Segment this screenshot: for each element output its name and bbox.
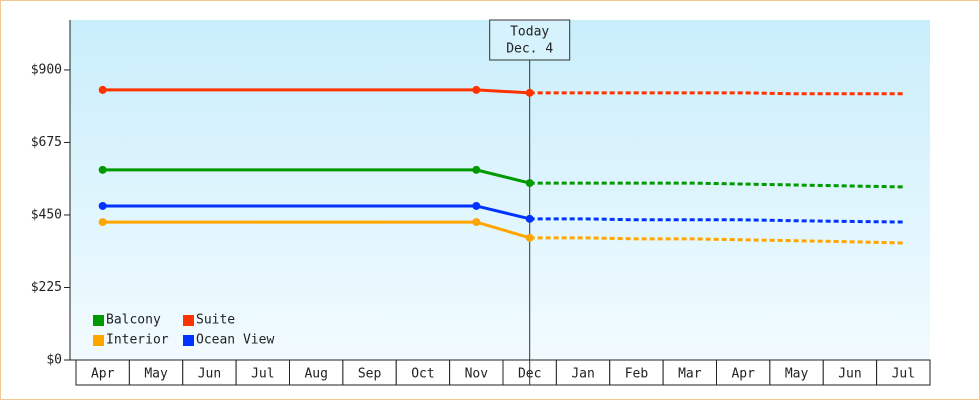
x-tick-label: Aug [304,367,327,382]
y-tick-label: $900 [31,62,62,77]
point [525,214,534,223]
plot-area [70,20,930,360]
x-tick-label: Apr [731,367,755,382]
x-category-box [769,359,824,386]
forecast-line [529,217,904,224]
forecast-line [529,181,904,189]
x-tick-label: May [144,367,168,382]
point [525,88,534,97]
legend-label: Interior [106,333,169,348]
legend-label: Suite [196,313,235,328]
point [525,233,534,242]
forecast-line [529,236,904,245]
x-tick-label: Jun [838,367,861,382]
x-tick-label: Nov [465,367,489,382]
point [472,218,481,227]
x-tick-label: May [785,367,809,382]
y-tick-label: $675 [31,135,62,150]
point [98,201,107,210]
x-category-box [128,359,184,386]
x-tick-label: Jan [571,367,594,382]
x-category-box [182,359,237,386]
x-category-box [876,359,931,386]
point [472,85,481,94]
today-date: Dec. 4 [506,42,553,57]
legend-label: Ocean View [196,333,274,348]
price-line [102,88,530,95]
legend-label: Balcony [106,313,161,328]
point [98,218,107,227]
point [98,165,107,174]
x-tick-label: Sep [358,367,382,382]
x-tick-label: Oct [411,367,434,382]
x-tick-label: Mar [678,367,702,382]
y-tick-label: $225 [31,280,62,295]
price-line [102,220,531,240]
point [525,179,534,188]
point [472,201,481,210]
legend-swatch [183,335,194,346]
legend-swatch [93,315,104,326]
today-label: Today [510,25,549,40]
x-category-box [75,359,130,386]
x-tick-label: Jul [251,367,274,382]
x-tick-label: Feb [625,367,649,382]
price-line [102,204,531,221]
x-tick-label: Jul [892,367,915,382]
x-tick-label: Apr [91,367,115,382]
y-tick-label: $450 [31,207,62,222]
legend-swatch [93,335,104,346]
point [98,85,107,94]
x-category-box [235,359,290,386]
x-category-box [555,359,611,386]
x-category-box [822,359,878,386]
y-tick-label: $0 [46,353,62,368]
x-category-box [609,359,664,386]
x-category-box [449,359,504,386]
point [472,165,481,174]
price-line [102,168,531,185]
x-category-box [716,359,771,386]
x-tick-label: Jun [198,367,221,382]
x-category-box [289,359,344,386]
today-box [489,19,571,61]
forecast-line [529,91,904,96]
legend-swatch [183,315,194,326]
